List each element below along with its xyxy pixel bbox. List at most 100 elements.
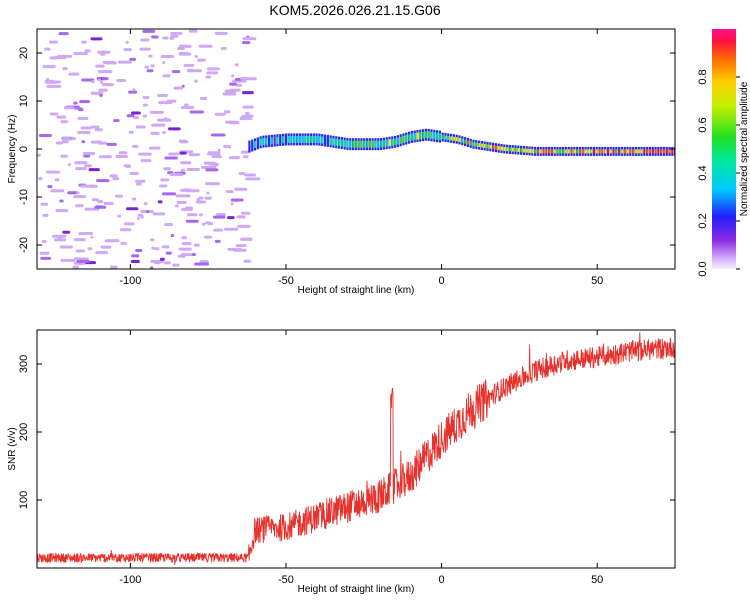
noise-speckle: [49, 40, 58, 44]
noise-speckle: [194, 262, 210, 266]
noise-speckle: [181, 207, 193, 211]
ridge-core: [542, 149, 545, 154]
noise-speckle: [210, 182, 220, 186]
noise-speckle: [231, 74, 235, 78]
noise-speckle: [154, 247, 160, 251]
noise-speckle: [148, 54, 153, 58]
ridge-core: [268, 137, 271, 145]
noise-speckle: [67, 163, 72, 167]
noise-speckle: [242, 37, 257, 41]
noise-speckle: [112, 177, 120, 181]
noise-speckle: [169, 173, 184, 177]
noise-speckle: [67, 191, 77, 195]
noise-speckle: [173, 86, 184, 90]
noise-speckle: [240, 77, 249, 81]
noise-speckle: [142, 114, 147, 118]
ridge-core: [637, 149, 640, 154]
noise-speckle: [138, 152, 152, 156]
colorbar-tick-label: 0.2: [697, 213, 709, 228]
noise-speckle: [76, 259, 90, 263]
noise-speckle: [136, 182, 142, 186]
noise-speckle: [241, 91, 254, 95]
snr-y-tick-label: 300: [18, 355, 30, 373]
ridge-core: [357, 140, 360, 148]
ridge-core: [279, 136, 282, 144]
noise-speckle: [172, 263, 180, 267]
noise-speckle: [168, 127, 181, 131]
noise-speckle: [115, 154, 128, 158]
noise-speckle: [179, 151, 187, 155]
ridge-core: [475, 142, 478, 147]
noise-speckle: [203, 161, 217, 165]
noise-speckle: [117, 214, 122, 218]
ridge-core: [646, 149, 649, 154]
ridge-core: [660, 149, 663, 154]
noise-speckle: [98, 88, 108, 92]
ridge-core: [374, 140, 377, 148]
noise-speckle: [206, 191, 210, 195]
ridge-core: [601, 149, 604, 154]
noise-speckle: [148, 146, 161, 150]
noise-speckle: [123, 222, 135, 226]
noise-speckle: [105, 61, 117, 65]
ridge-core: [621, 149, 623, 154]
ridge-core: [355, 140, 357, 148]
noise-speckle: [135, 249, 143, 253]
noise-speckle: [240, 237, 253, 241]
ridge-core: [419, 132, 422, 140]
spectrogram-y-tick-label: 20: [18, 47, 30, 59]
noise-speckle: [109, 265, 118, 269]
snr-plot-area: [37, 330, 675, 568]
noise-speckle: [81, 140, 86, 144]
noise-speckle: [58, 32, 69, 36]
noise-speckle: [59, 245, 73, 249]
noise-speckle: [59, 199, 64, 203]
noise-speckle: [186, 213, 198, 217]
noise-speckle: [90, 37, 103, 41]
noise-speckle: [204, 235, 213, 239]
ridge-core: [254, 140, 257, 148]
noise-speckle: [210, 133, 226, 137]
noise-speckle: [49, 112, 59, 116]
noise-speckle: [94, 205, 107, 209]
noise-speckle: [143, 202, 148, 206]
noise-speckle: [194, 79, 198, 83]
ridge-core: [629, 149, 632, 154]
noise-speckle: [140, 159, 152, 163]
ridge-core: [324, 137, 327, 145]
noise-speckle: [46, 84, 62, 88]
ridge-core: [567, 149, 570, 154]
ridge-core: [439, 133, 441, 141]
noise-speckle: [115, 194, 123, 198]
noise-speckle: [51, 234, 67, 238]
ridge-core: [587, 149, 590, 154]
noise-speckle: [151, 246, 156, 250]
ridge-core: [514, 147, 517, 152]
noise-speckle: [242, 41, 251, 45]
noise-speckle: [160, 178, 170, 182]
noise-speckle: [146, 209, 150, 213]
ridge-core: [598, 149, 601, 154]
colorbar-tick-label: 0.4: [697, 165, 709, 180]
signal-ridge-layer: [248, 128, 675, 156]
noise-speckle: [101, 83, 114, 87]
noise-speckle: [223, 145, 231, 149]
ridge-core: [285, 135, 287, 143]
ridge-core: [478, 143, 481, 148]
ridge-core: [517, 148, 520, 153]
noise-speckle: [185, 219, 199, 223]
noise-speckle: [224, 89, 237, 93]
noise-speckle: [169, 36, 175, 40]
noise-speckle: [199, 260, 209, 264]
noise-speckle: [177, 254, 186, 258]
ridge-core: [380, 140, 383, 148]
noise-speckle: [234, 77, 242, 81]
noise-speckle: [165, 251, 172, 255]
noise-speckle: [240, 150, 249, 154]
noise-speckle: [197, 58, 206, 62]
spectrogram-x-label: Height of straight line (km): [298, 285, 415, 296]
noise-speckle: [75, 249, 85, 253]
ridge-core: [341, 139, 343, 147]
ridge-core: [481, 143, 483, 148]
noise-speckle: [62, 137, 71, 141]
